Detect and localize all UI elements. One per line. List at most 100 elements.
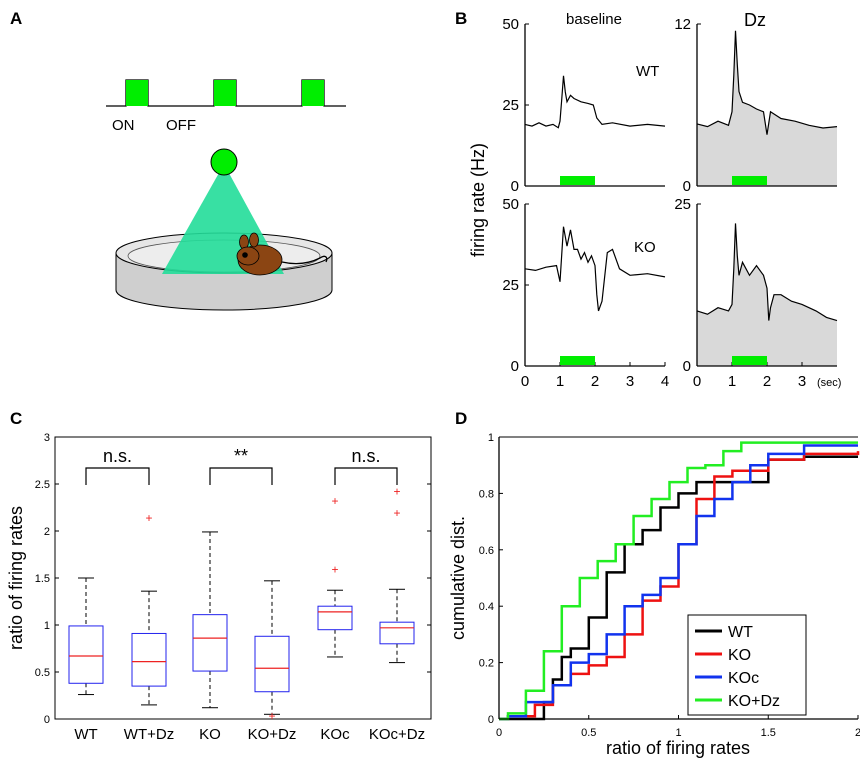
panel-letter-b: B xyxy=(455,9,467,28)
y-tick-label-c: 3 xyxy=(44,432,50,444)
y-tick-label-d: 1 xyxy=(488,432,494,444)
legend-label: KOc xyxy=(728,670,759,687)
y-tick-label-c: 0 xyxy=(44,714,50,726)
trace-label-wt: WT xyxy=(636,63,659,80)
y-tick-label-ko-baseline: 25 xyxy=(502,277,519,294)
mouse-eye xyxy=(242,252,248,258)
x-tick-label-ko-dz: 1 xyxy=(728,373,736,390)
x-tick-label-ko-dz: 2 xyxy=(763,373,771,390)
panel-d-xlabel: ratio of firing rates xyxy=(606,738,750,758)
box-KOc xyxy=(317,605,353,631)
category-label: KO xyxy=(199,726,221,743)
mouse-tail xyxy=(281,255,328,265)
panel-b-ylabel: firing rate (Hz) xyxy=(468,143,488,257)
category-label: KOc+Dz xyxy=(369,726,425,743)
legend-label: WT xyxy=(728,624,753,641)
panel-letter-c: C xyxy=(10,409,22,428)
panel-letter-d: D xyxy=(455,409,467,428)
panel-b-title-dz: Dz xyxy=(744,10,766,30)
box-KO+Dz xyxy=(254,635,290,693)
box-KOc+Dz xyxy=(379,621,415,645)
mouse-ear-right xyxy=(249,232,259,248)
outlier-marker: + xyxy=(331,494,338,508)
legend-label: KO+Dz xyxy=(728,693,780,710)
y-tick-label-ko-dz: 25 xyxy=(674,196,691,213)
y-tick-label-ko-dz: 0 xyxy=(683,358,691,375)
y-tick-label-wt-baseline: 0 xyxy=(511,178,519,195)
x-tick-label-ko-baseline: 2 xyxy=(591,373,599,390)
light-pulse-1 xyxy=(126,80,148,106)
x-tick-label-ko-baseline: 3 xyxy=(626,373,634,390)
x-tick-label-d: 1.5 xyxy=(761,727,776,739)
mouse-head xyxy=(236,246,260,266)
light-source xyxy=(210,148,238,176)
y-tick-label-d: 0.4 xyxy=(479,601,494,613)
y-tick-label-c: 0.5 xyxy=(35,667,50,679)
stimulus-bar-ko-baseline xyxy=(560,356,595,365)
x-tick-label-d: 0 xyxy=(496,727,502,739)
category-label: KO+Dz xyxy=(248,726,297,743)
y-tick-label-c: 2 xyxy=(44,526,50,538)
light-pulse-2 xyxy=(214,80,236,106)
x-tick-label-ko-dz: 3 xyxy=(798,373,806,390)
significance-label: n.s. xyxy=(103,446,132,466)
significance-bracket xyxy=(85,467,150,485)
y-tick-label-c: 2.5 xyxy=(35,479,50,491)
y-tick-label-wt-baseline: 25 xyxy=(502,97,519,114)
y-tick-label-wt-dz: 12 xyxy=(674,16,691,33)
x-tick-label-ko-baseline: 0 xyxy=(521,373,529,390)
y-tick-label-ko-baseline: 50 xyxy=(502,196,519,213)
stimulus-bar-wt-baseline xyxy=(560,176,595,185)
y-tick-label-c: 1.5 xyxy=(35,573,50,585)
trace-label-ko: KO xyxy=(634,239,656,256)
y-tick-label-ko-baseline: 0 xyxy=(511,358,519,375)
x-tick-label-ko-baseline: 1 xyxy=(556,373,564,390)
outlier-marker: + xyxy=(393,485,400,499)
panel-letter-a: A xyxy=(10,9,22,28)
stimulus-bar-wt-dz xyxy=(732,176,767,185)
y-tick-label-wt-baseline: 50 xyxy=(502,16,519,33)
x-tick-label-d: 0.5 xyxy=(581,727,596,739)
significance-bracket xyxy=(209,467,273,485)
panel-d: 0 0.2 0.4 0.6 0.8 1 0 0.5 1 1.5 2 WT KO KOc KO+Dz xyxy=(479,432,860,739)
cdf-line-koc xyxy=(499,444,858,721)
x-tick-label-ko-dz: 0 xyxy=(693,373,701,390)
panel-b-x-unit: (sec) xyxy=(817,377,841,389)
on-label: ON xyxy=(112,117,135,134)
y-tick-label-d: 0.8 xyxy=(479,488,494,500)
psth-trace-ko-dz xyxy=(696,223,838,322)
y-tick-label-d: 0 xyxy=(488,714,494,726)
category-label: KOc xyxy=(320,726,350,743)
psth-trace-ko-baseline xyxy=(524,226,666,312)
off-label: OFF xyxy=(166,117,196,134)
category-label: WT xyxy=(74,726,97,743)
panel-d-ylabel: cumulative dist. xyxy=(448,516,468,640)
x-tick-label-d: 2 xyxy=(855,727,860,739)
y-tick-label-wt-dz: 0 xyxy=(683,178,691,195)
panel-a-schematic: ON OFF xyxy=(106,79,346,311)
light-pulse-3 xyxy=(302,80,324,106)
significance-label: ** xyxy=(234,446,248,466)
significance-bracket xyxy=(334,467,398,485)
box-WT xyxy=(68,625,104,684)
cdf-line-ko-dz xyxy=(499,441,858,721)
psth-trace-wt-baseline xyxy=(524,75,666,129)
significance-label: n.s. xyxy=(351,446,380,466)
panel-c-frame xyxy=(54,436,432,720)
psth-fill-wt-dz xyxy=(697,30,837,186)
panel-c: 0 0.5 1 1.5 2 2.5 3 WT + WT+Dz KO + KO+Dz + + KOc + + KOc+… xyxy=(35,432,432,743)
box-WT+Dz xyxy=(131,632,167,687)
legend-label: KO xyxy=(728,647,751,664)
psth-trace-wt-dz xyxy=(696,30,838,135)
category-label: WT+Dz xyxy=(124,726,174,743)
panel-b-title-baseline: baseline xyxy=(566,11,622,28)
outlier-marker: + xyxy=(393,506,400,520)
panel-c-ylabel: ratio of firing rates xyxy=(6,506,26,650)
y-tick-label-d: 0.6 xyxy=(479,545,494,557)
x-tick-label-ko-baseline: 4 xyxy=(661,373,669,390)
outlier-marker: + xyxy=(268,709,275,723)
stimulus-bar-ko-dz xyxy=(732,356,767,365)
x-tick-label-d: 1 xyxy=(675,727,681,739)
